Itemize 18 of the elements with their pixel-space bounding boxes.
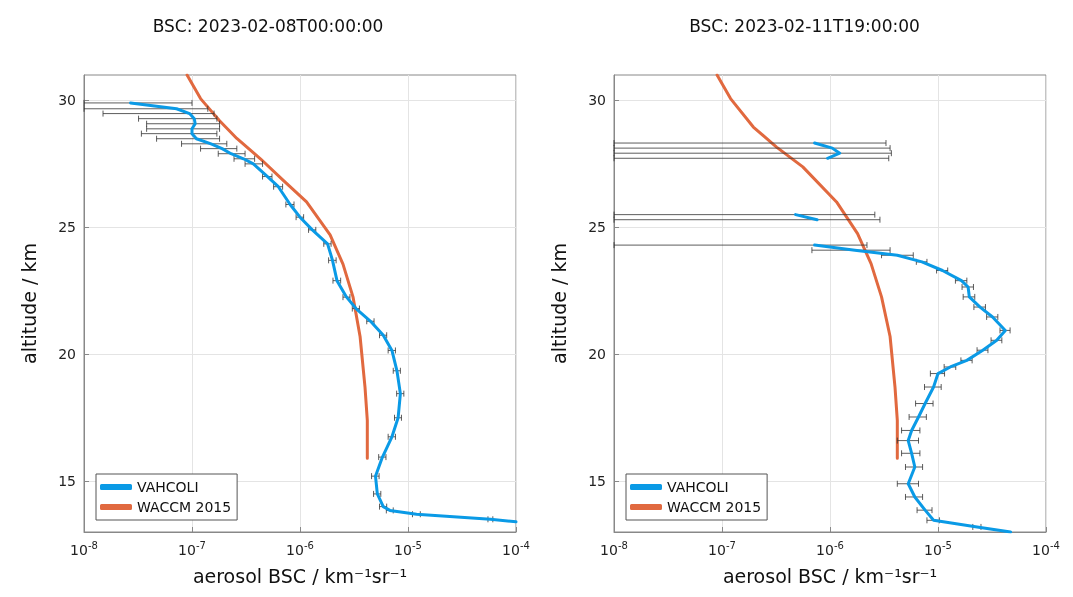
y-tick-label: 20 <box>58 346 76 363</box>
y-axis-title: altitude / km <box>17 243 40 364</box>
chart-title: BSC: 2023-02-08T00:00:00 <box>152 15 384 36</box>
y-tick-label: 20 <box>588 346 606 363</box>
y-tick-label: 25 <box>58 219 76 236</box>
x-axis-title: aerosol BSC / km⁻¹sr⁻¹ <box>192 564 408 587</box>
legend-label: VAHCOLI <box>667 479 729 495</box>
legend-label: WACCM 2015 <box>667 499 762 515</box>
y-tick-label: 25 <box>588 219 606 236</box>
legend-label: VAHCOLI <box>137 479 199 495</box>
y-axis-title: altitude / km <box>547 243 570 364</box>
legend-label: WACCM 2015 <box>137 499 232 515</box>
y-tick-label: 15 <box>58 473 76 490</box>
x-axis-title: aerosol BSC / km⁻¹sr⁻¹ <box>722 564 938 587</box>
chart-title: BSC: 2023-02-11T19:00:00 <box>689 15 920 36</box>
y-tick-label: 30 <box>58 92 76 109</box>
y-tick-label: 15 <box>588 473 606 490</box>
y-tick-label: 30 <box>588 92 606 109</box>
